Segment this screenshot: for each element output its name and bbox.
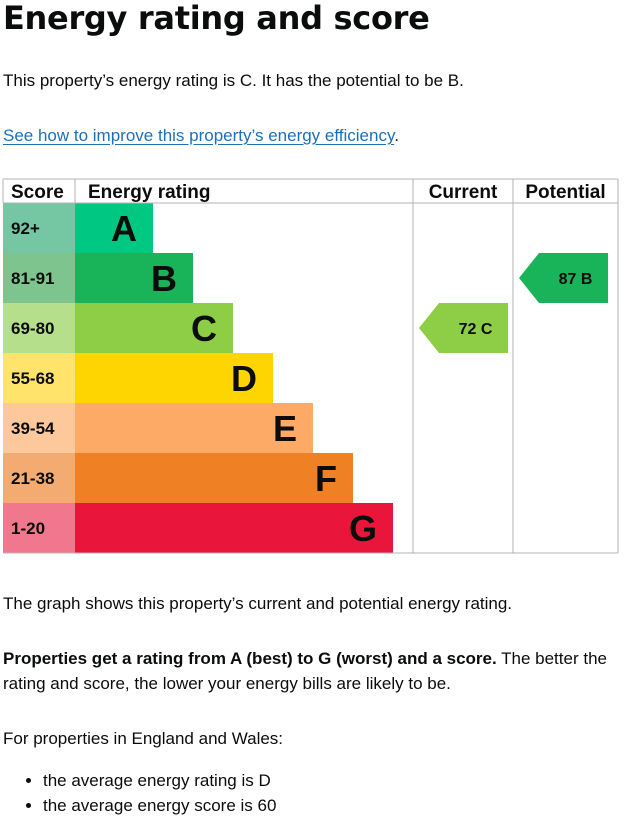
header-current: Current <box>429 182 498 203</box>
score-range-b: 81-91 <box>11 269 54 288</box>
intro-text: This property’s energy rating is C. It h… <box>3 71 464 90</box>
header-score: Score <box>11 182 64 203</box>
band-bar-e <box>75 403 313 453</box>
score-cell-e <box>3 403 75 453</box>
score-cell-d <box>3 353 75 403</box>
band-letter-b: B <box>151 258 177 299</box>
header-potential: Potential <box>525 182 605 203</box>
score-range-d: 55-68 <box>11 369 54 388</box>
improve-efficiency-link[interactable]: See how to improve this property’s energ… <box>3 126 395 145</box>
band-bar-g <box>75 503 393 553</box>
score-cell-c <box>3 303 75 353</box>
score-range-c: 69-80 <box>11 319 54 338</box>
rating-explanation: Properties get a rating from A (best) to… <box>3 646 621 696</box>
band-letter-d: D <box>231 358 257 399</box>
score-range-g: 1-20 <box>11 519 45 538</box>
current-rating-label: 72 C <box>459 321 493 338</box>
current-rating-arrow <box>419 303 508 353</box>
energy-rating-chart: Score Energy rating Current Potential 92+ A 81… <box>2 178 619 554</box>
potential-rating-arrow <box>519 253 608 303</box>
potential-rating-label: 87 B <box>559 271 593 288</box>
band-bar-c <box>75 303 233 353</box>
band-bar-a <box>75 203 153 253</box>
score-range-a: 92+ <box>11 219 40 238</box>
header-energy-rating: Energy rating <box>88 182 210 203</box>
band-letter-g: G <box>349 508 377 549</box>
band-letter-a: A <box>111 208 137 249</box>
averages-list: the average energy rating is D the avera… <box>3 768 276 818</box>
page-title: Energy rating and score <box>3 0 430 37</box>
regions-text: For properties in England and Wales: <box>3 729 284 748</box>
link-suffix: . <box>394 126 399 145</box>
band-letter-e: E <box>273 408 297 449</box>
band-letter-c: C <box>191 308 217 349</box>
band-bar-d <box>75 353 273 403</box>
rating-explanation-rest: The better the rating and score, the low… <box>3 649 607 693</box>
band-bar-b <box>75 253 193 303</box>
band-letter-f: F <box>315 458 337 499</box>
score-cell-a <box>3 203 75 253</box>
score-range-e: 39-54 <box>11 419 55 438</box>
score-cell-g <box>3 503 75 553</box>
average-rating-item: the average energy rating is D <box>43 768 276 793</box>
score-range-f: 21-38 <box>11 469 54 488</box>
score-cell-f <box>3 453 75 503</box>
band-bar-f <box>75 453 353 503</box>
improve-paragraph: See how to improve this property’s energ… <box>3 123 399 148</box>
graph-description: The graph shows this property’s current … <box>3 594 513 613</box>
rating-explanation-bold: Properties get a rating from A (best) to… <box>3 649 497 668</box>
average-score-item: the average energy score is 60 <box>43 793 276 818</box>
score-cell-b <box>3 253 75 303</box>
